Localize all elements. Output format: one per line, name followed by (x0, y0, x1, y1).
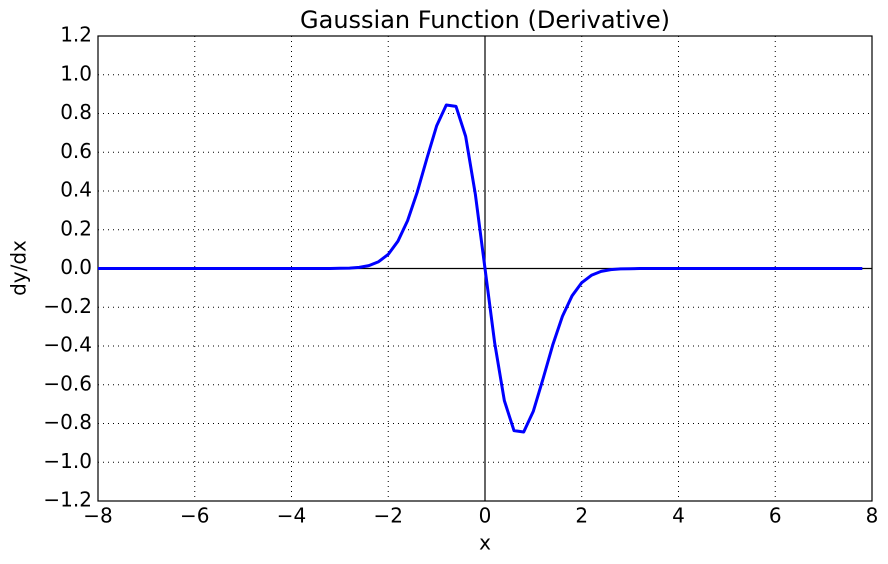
y-tick-label: 1.0 (60, 61, 92, 85)
data-line (98, 103, 863, 434)
x-tick-label: 8 (866, 504, 879, 528)
x-tick-label: −2 (374, 504, 403, 528)
y-tick-label: −0.4 (43, 333, 92, 357)
y-tick-label: −0.6 (43, 371, 92, 395)
x-tick-label: −6 (180, 504, 209, 528)
x-tick-label: 4 (672, 504, 685, 528)
y-tick-label: 0.2 (60, 216, 92, 240)
x-tick-label: 6 (769, 504, 782, 528)
y-tick-label: −1.2 (43, 488, 92, 512)
y-tick-label: 0.8 (60, 100, 92, 124)
x-tick-label: 0 (479, 504, 492, 528)
y-tick-label: −0.2 (43, 294, 92, 318)
y-tick-label: −0.8 (43, 410, 92, 434)
y-axis-label: dy/dx (7, 240, 31, 296)
y-tick-label: 0.0 (60, 255, 92, 279)
y-tick-label: 0.6 (60, 139, 92, 163)
y-tick-label: −1.0 (43, 449, 92, 473)
x-tick-label: 2 (575, 504, 588, 528)
chart-title: Gaussian Function (Derivative) (300, 6, 670, 34)
x-axis-label: x (479, 531, 491, 555)
y-tick-label: 0.4 (60, 178, 92, 202)
y-tick-label: 1.2 (60, 23, 92, 47)
x-tick-label: −8 (83, 504, 112, 528)
x-tick-label: −4 (277, 504, 306, 528)
